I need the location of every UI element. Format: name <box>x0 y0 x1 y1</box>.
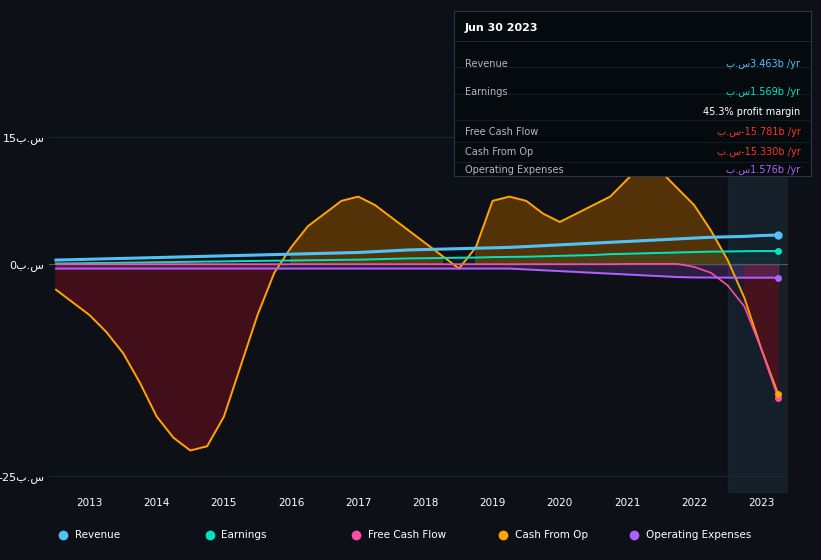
Text: ب.س-15.330b /yr: ب.س-15.330b /yr <box>717 147 800 157</box>
Text: 45.3% profit margin: 45.3% profit margin <box>703 107 800 117</box>
Text: Earnings: Earnings <box>222 530 267 540</box>
Text: ب.س-15.781b /yr: ب.س-15.781b /yr <box>717 127 800 137</box>
Text: ب.س1.576b /yr: ب.س1.576b /yr <box>727 165 800 175</box>
Text: Earnings: Earnings <box>465 87 507 97</box>
Text: Jun 30 2023: Jun 30 2023 <box>465 23 539 33</box>
Bar <box>727 112 795 493</box>
Text: Operating Expenses: Operating Expenses <box>646 530 751 540</box>
Text: Operating Expenses: Operating Expenses <box>465 165 563 175</box>
Text: Revenue: Revenue <box>465 59 507 69</box>
Text: Cash From Op: Cash From Op <box>515 530 588 540</box>
Text: Cash From Op: Cash From Op <box>465 147 533 157</box>
Text: Revenue: Revenue <box>75 530 120 540</box>
Text: ب.س3.463b /yr: ب.س3.463b /yr <box>727 59 800 69</box>
Text: Free Cash Flow: Free Cash Flow <box>465 127 538 137</box>
Text: Free Cash Flow: Free Cash Flow <box>368 530 446 540</box>
Text: ب.س1.569b /yr: ب.س1.569b /yr <box>727 87 800 97</box>
